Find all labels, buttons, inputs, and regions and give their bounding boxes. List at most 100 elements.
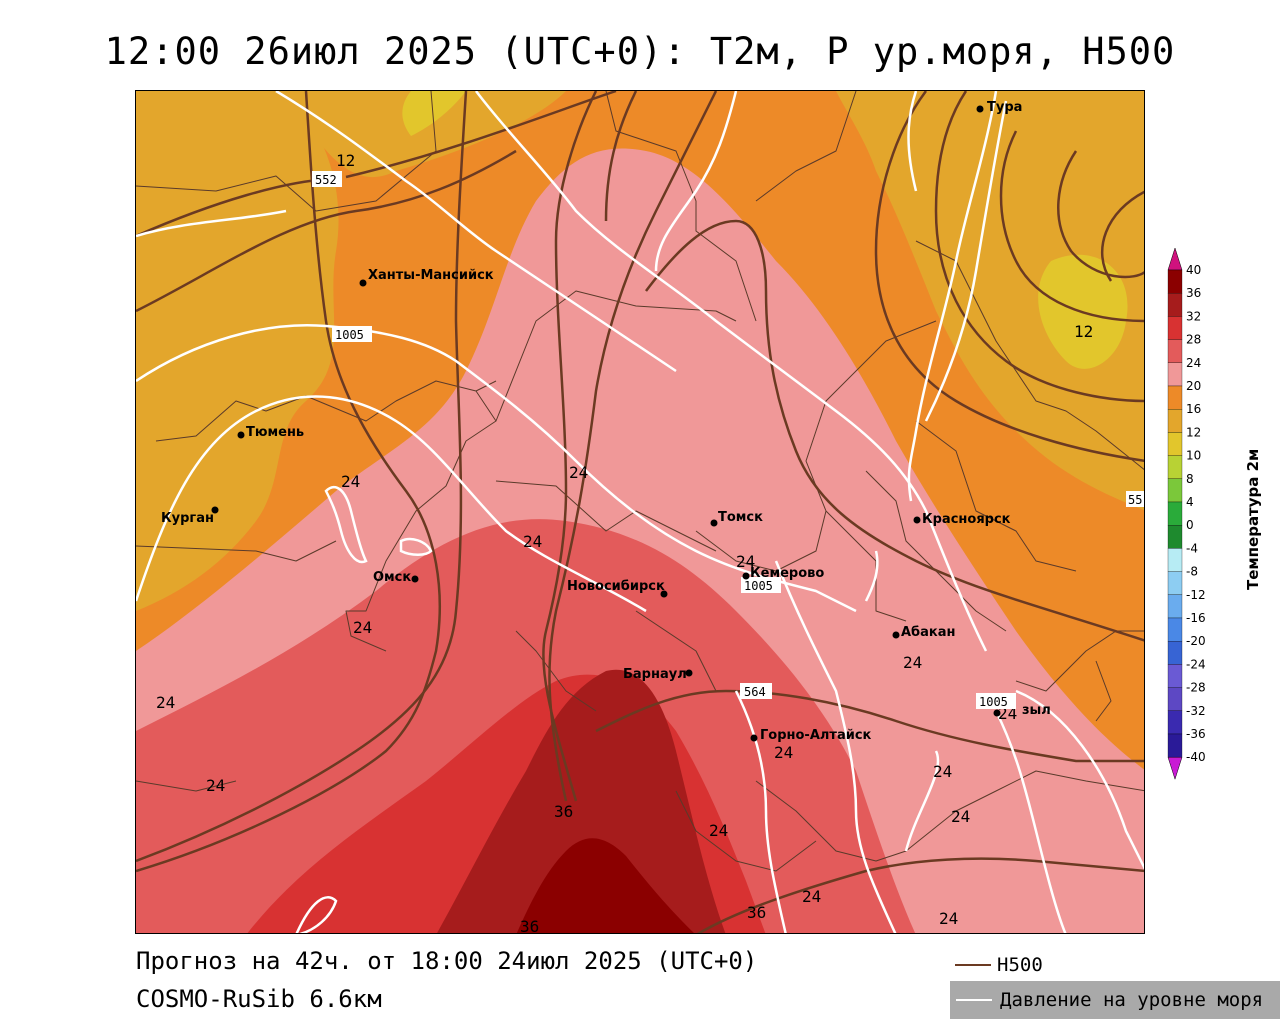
legend-tick-label: 20 [1186, 379, 1201, 393]
legend-tick-label: 0 [1186, 518, 1194, 532]
city-dot-tyumen [237, 431, 245, 439]
temp-label-36: 36 [520, 917, 539, 934]
city-dot-kemerovo [742, 572, 750, 580]
legend-band [1167, 641, 1183, 665]
temp-zone-10-12-north [402, 91, 466, 136]
legend-band [1167, 664, 1183, 688]
legend-band [1167, 269, 1183, 294]
temp-label-24: 24 [903, 653, 922, 672]
temp-label-24: 24 [774, 743, 793, 762]
city-label-abakan: Абакан [901, 625, 956, 640]
temp-label-24: 24 [523, 532, 542, 551]
city-label-omsk: Омск [373, 570, 411, 585]
h500-label-552: 552 [315, 173, 337, 187]
legend-band [1167, 316, 1183, 340]
legend-tick-label: -8 [1186, 565, 1198, 579]
legend-colorbar [1167, 248, 1183, 781]
temp-zone-12-16-east [836, 91, 1144, 511]
map-panel: 12 12 24 24 24 24 24 24 24 24 24 24 24 2… [135, 90, 1145, 934]
city-dot-barnaul [685, 669, 693, 677]
pressure-label-1005: 1005 [979, 695, 1008, 709]
city-dot-tomsk [710, 519, 718, 527]
legend-tick-label: -4 [1186, 541, 1198, 555]
legend-band [1167, 432, 1183, 456]
city-dot-kyzyl [993, 709, 1001, 717]
legend-band [1167, 385, 1183, 410]
legend-tick-label: -20 [1186, 634, 1206, 648]
legend-tick-label: 28 [1186, 333, 1201, 347]
h500-line-key: H500 [955, 952, 1043, 978]
legend-band [1167, 525, 1183, 549]
legend-tick-label: 4 [1186, 495, 1194, 509]
model-name-label: COSMO-RuSib 6.6км [136, 985, 382, 1013]
city-dot-abakan [892, 631, 900, 639]
legend-band [1167, 362, 1183, 387]
legend-title: Температура 2м [1244, 448, 1262, 590]
temp-label-24: 24 [206, 776, 225, 795]
city-label-khanty-mansiysk: Ханты-Мансийск [368, 268, 494, 283]
h500-line-swatch [955, 964, 991, 966]
city-label-barnaul: Барнаул [623, 667, 687, 682]
city-label-krasnoyarsk: Красноярск [922, 512, 1011, 527]
legend-tick-label: 8 [1186, 472, 1194, 486]
legend-tick-label: 24 [1186, 356, 1201, 370]
legend-tick-label: -24 [1186, 657, 1206, 671]
legend-band [1167, 501, 1183, 526]
city-dot-khanty-mansiysk [359, 279, 367, 287]
map-title: 12:00 26июл 2025 (UTC+0): T2м, P ур.моря… [104, 30, 1176, 73]
pressure-label-1005: 1005 [744, 579, 773, 593]
forecast-run-label: Прогноз на 42ч. от 18:00 24июл 2025 (UTC… [136, 947, 758, 975]
pressure-line-swatch [956, 999, 992, 1001]
temp-label-24: 24 [709, 821, 728, 840]
city-dot-gorno-altaysk [750, 734, 758, 742]
legend-band [1167, 293, 1183, 317]
city-dot-novosibirsk [660, 590, 668, 598]
temp-zone-12-16-north [286, 91, 566, 178]
legend-band [1167, 548, 1183, 572]
city-label-novosibirsk: Новосибирск [567, 579, 665, 594]
h500-key-label: H500 [997, 954, 1043, 976]
legend-band [1167, 617, 1183, 642]
city-dot-tura [976, 105, 984, 113]
city-label-kurgan: Курган [161, 511, 214, 526]
city-markers: Тура Ханты-Мансийск Тюмень Курган Омск Н… [161, 100, 1051, 743]
legend-band [1167, 687, 1183, 711]
pressure-label-1005: 1005 [335, 328, 364, 342]
city-label-gorno-altaysk: Горно-Алтайск [760, 728, 872, 743]
pressure-isolines [136, 91, 1144, 933]
pressure-line-key: Давление на уровне моря [950, 981, 1280, 1019]
temp-label-24: 24 [802, 887, 821, 906]
legend-tick-label: -12 [1186, 588, 1206, 602]
legend-band [1167, 710, 1183, 735]
legend-band [1167, 594, 1183, 619]
legend-tick-label: -32 [1186, 704, 1206, 718]
temp-label-36: 36 [554, 802, 573, 821]
temp-label-24: 24 [736, 552, 755, 571]
temp-label-24: 24 [156, 693, 175, 712]
city-label-tyumen: Тюмень [246, 425, 304, 440]
city-label-tura: Тура [987, 100, 1022, 115]
isoline-labels: 12 12 24 24 24 24 24 24 24 24 24 24 24 2… [156, 151, 1144, 934]
city-label-tomsk: Томск [718, 510, 763, 525]
city-label-kyzyl: зыл [1022, 703, 1051, 718]
city-dot-omsk [411, 575, 419, 583]
temp-label-12-e: 12 [1074, 322, 1093, 341]
legend-tick-label: 32 [1186, 309, 1201, 323]
legend-tick-label: -28 [1186, 681, 1206, 695]
city-dot-krasnoyarsk [913, 516, 921, 524]
legend-tick-label: 36 [1186, 286, 1201, 300]
legend-tick-label: 10 [1186, 449, 1201, 463]
legend-tick-label: 12 [1186, 425, 1201, 439]
h500-label-55: 55 [1128, 493, 1142, 507]
temp-label-24: 24 [933, 762, 952, 781]
legend-arrow-top [1167, 248, 1183, 271]
pressure-key-label: Давление на уровне моря [1000, 989, 1264, 1011]
temp-zone-36-40 [516, 838, 694, 933]
h500-label-564: 564 [744, 685, 766, 699]
temperature-legend: 403632282420161210840-4-8-12-16-20-24-28… [1167, 248, 1206, 781]
temp-label-24: 24 [353, 618, 372, 637]
legend-band [1167, 455, 1183, 479]
temp-label-12-nw: 12 [336, 151, 355, 170]
temp-label-24: 24 [569, 463, 588, 482]
legend-tick-label: -40 [1186, 750, 1206, 764]
